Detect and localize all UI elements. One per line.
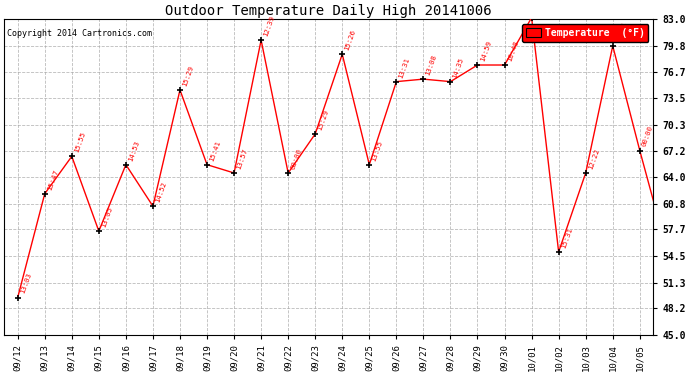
- Text: 12:39: 12:39: [262, 15, 275, 38]
- Text: 13:11: 13:11: [614, 21, 627, 43]
- Text: 15:47: 15:47: [46, 168, 59, 191]
- Text: 14:53: 14:53: [127, 139, 140, 162]
- Text: 13:57: 13:57: [235, 148, 248, 170]
- Text: 15:26: 15:26: [344, 29, 357, 51]
- Title: Outdoor Temperature Daily High 20141006: Outdoor Temperature Daily High 20141006: [166, 4, 492, 18]
- Text: 15:41: 15:41: [208, 139, 221, 162]
- Text: 13:31: 13:31: [397, 56, 411, 79]
- Text: 00:00: 00:00: [290, 148, 303, 170]
- Text: 14:39: 14:39: [0, 374, 1, 375]
- Text: Copyright 2014 Cartronics.com: Copyright 2014 Cartronics.com: [8, 29, 152, 38]
- Text: 13:08: 13:08: [425, 54, 438, 76]
- Legend: Temperature  (°F): Temperature (°F): [522, 24, 649, 42]
- Text: 13:03: 13:03: [19, 272, 32, 295]
- Text: 14:39: 14:39: [0, 374, 1, 375]
- Text: 15:55: 15:55: [73, 131, 86, 154]
- Text: 14:35: 14:35: [452, 56, 465, 79]
- Text: 14:03: 14:03: [0, 374, 1, 375]
- Text: 13:02: 13:02: [0, 374, 1, 375]
- Text: 15:29: 15:29: [181, 64, 195, 87]
- Text: 14:59: 14:59: [479, 40, 492, 62]
- Text: 13:05: 13:05: [100, 206, 113, 228]
- Text: 14:52: 14:52: [155, 181, 168, 203]
- Text: 12:22: 12:22: [587, 148, 600, 170]
- Text: 15:29: 15:29: [317, 108, 330, 131]
- Text: 10:48: 10:48: [506, 40, 519, 62]
- Text: 13:55: 13:55: [371, 139, 384, 162]
- Text: 00:00: 00:00: [641, 125, 654, 148]
- Text: 15:31: 15:31: [560, 226, 573, 249]
